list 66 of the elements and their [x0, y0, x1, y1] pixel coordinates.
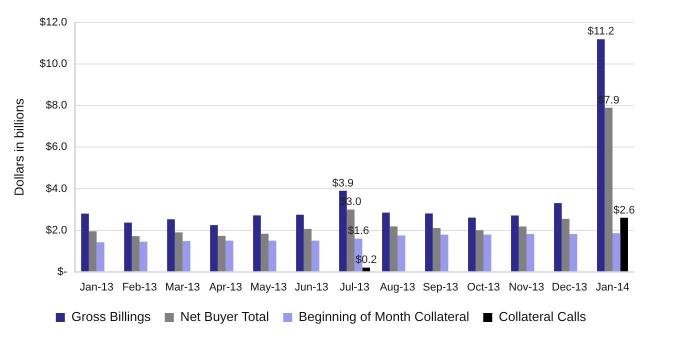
bar: [554, 203, 562, 272]
x-tick-label: Aug-13: [380, 281, 416, 294]
x-tick-label: Mar-13: [165, 281, 200, 294]
bar: [124, 222, 132, 272]
data-label: $2.6: [613, 204, 635, 216]
x-tick-label: Feb-13: [122, 281, 158, 294]
x-tick-label: Apr-13: [209, 281, 242, 294]
bar: [518, 226, 527, 272]
legend-label: Collateral Calls: [498, 309, 587, 324]
bar: [362, 268, 370, 272]
y-tick-label: $6.0: [46, 141, 68, 154]
x-tick-label: Jun-13: [294, 281, 328, 294]
bar: [81, 214, 89, 272]
x-tick-label: Jan-14: [596, 281, 630, 294]
bar: [140, 242, 148, 272]
bar: [440, 234, 448, 272]
bar: [432, 228, 441, 272]
bar: [620, 218, 628, 272]
bar: [260, 234, 269, 272]
bar: [570, 234, 578, 272]
x-tick-label: Dec-13: [552, 281, 588, 294]
legend-label: Gross Billings: [71, 309, 152, 324]
bar: [268, 240, 276, 272]
bar: [484, 234, 492, 272]
x-tick-label: Jul-13: [340, 281, 370, 294]
bar: [218, 236, 226, 272]
bar: [174, 232, 183, 272]
x-tick-label: Sep-13: [422, 281, 458, 294]
bar: [312, 240, 320, 272]
bar: [253, 215, 261, 272]
bar: [390, 226, 398, 272]
y-tick-label: $10.0: [40, 58, 68, 70]
bar: [182, 241, 190, 272]
y-tick-label: $8.0: [46, 100, 68, 112]
data-label: $3.9: [332, 177, 354, 190]
bar: [96, 242, 104, 272]
legend-label: Beginning of Month Collateral: [298, 309, 470, 324]
x-tick-label: Nov-13: [508, 281, 544, 294]
bar: [226, 240, 234, 272]
bar: [382, 212, 390, 272]
bar: [304, 228, 312, 272]
bar: [296, 214, 304, 272]
bar: [612, 233, 620, 272]
y-tick-label: $12.0: [40, 16, 68, 29]
bar: [468, 218, 476, 272]
x-tick-label: Oct-13: [467, 281, 500, 294]
legend-label: Net Buyer Total: [180, 309, 270, 324]
bar: [167, 219, 175, 272]
y-axis-title: Dollars in billions: [11, 98, 26, 196]
bar: [88, 231, 97, 272]
bar: [511, 216, 519, 272]
x-tick-label: Jan-13: [80, 281, 114, 294]
bar: [562, 218, 570, 272]
bar: [604, 108, 613, 272]
bar: [132, 236, 140, 272]
data-label: $0.2: [355, 254, 377, 266]
x-tick-label: May-13: [250, 281, 287, 294]
y-tick-label: $2.0: [46, 224, 68, 236]
bar: [398, 235, 406, 272]
bar: [526, 234, 534, 272]
data-label: $11.2: [588, 26, 614, 38]
bar: [425, 213, 433, 272]
y-tick-label: $-: [57, 266, 68, 278]
bar: [476, 230, 484, 272]
y-tick-label: $4.0: [46, 182, 68, 195]
bar: [210, 225, 218, 272]
